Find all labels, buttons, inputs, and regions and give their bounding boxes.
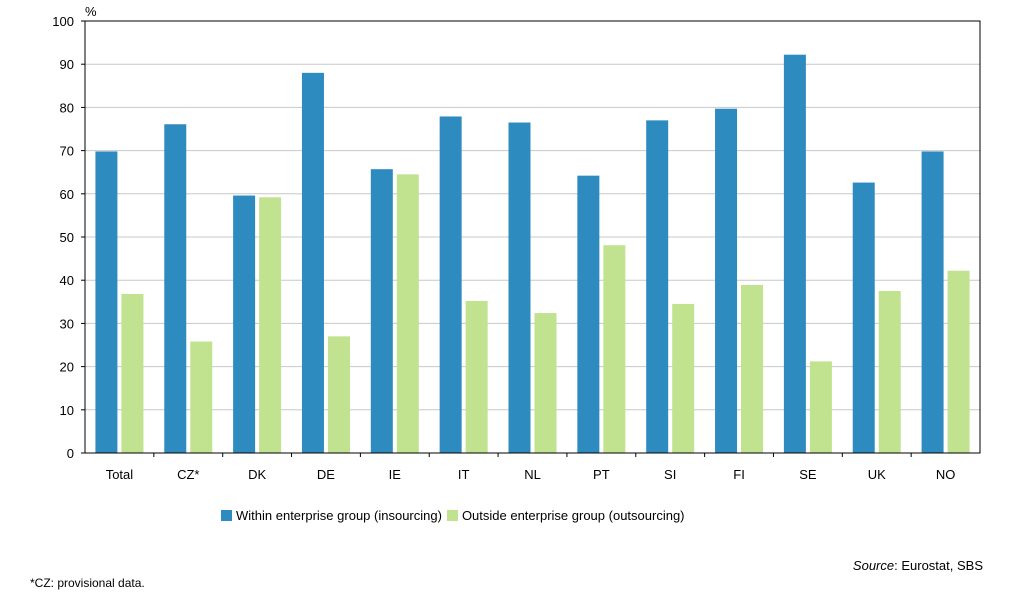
x-tick-label: PT [593,467,610,482]
x-tick-label: DE [317,467,335,482]
bar-outsourcing [878,291,901,453]
bar-insourcing [370,169,393,453]
bar-insourcing [921,151,944,454]
x-tick-label: NO [936,467,956,482]
source-label: Source [852,558,895,573]
y-tick-label: 90 [60,57,74,72]
bar-outsourcing [396,174,419,454]
legend-swatch-insourcing [221,510,232,521]
x-tick-label: SE [799,467,817,482]
y-tick-label: 80 [60,100,74,115]
bar-outsourcing [672,303,695,453]
bar-outsourcing [603,245,626,453]
x-tick-labels: Total CZ* DK DE IE IT NL PT SI FI SE UK NO [106,453,956,482]
x-tick-label: Total [106,467,134,482]
legend-label-outsourcing: Outside enterprise group (outsourcing) [461,508,685,523]
bar-insourcing [577,175,600,453]
legend-label-insourcing: Within enterprise group (insourcing) [236,508,442,523]
bar-insourcing [95,151,118,454]
y-tick-label: 100 [52,14,74,29]
bar-insourcing [783,54,806,454]
bar-outsourcing [465,300,488,453]
legend: Within enterprise group (insourcing) Out… [221,508,690,523]
bar-insourcing [715,108,738,454]
y-tick-label: 70 [60,144,74,159]
source-note: Source: Eurostat, SBS [853,558,983,573]
bar-insourcing [646,120,669,454]
bar-outsourcing [741,284,764,453]
x-tick-label: IT [458,467,470,482]
bar-outsourcing [327,336,350,453]
x-tick-label: FI [733,467,745,482]
x-tick-label: SI [664,467,676,482]
y-tick-label: 30 [60,316,74,331]
bar-insourcing [164,124,187,454]
y-tick-labels: 0 10 20 30 40 50 60 70 80 90 100 [52,14,85,461]
source-text: : Eurostat, SBS [894,558,983,573]
legend-item-insourcing: Within enterprise group (insourcing) [221,508,442,523]
y-tick-label: 10 [60,403,74,418]
gridlines [85,63,980,411]
x-tick-label: IE [389,467,402,482]
y-tick-label: 60 [60,187,74,202]
bar-insourcing [301,72,324,453]
bar-insourcing [439,116,462,454]
y-tick-label: 0 [67,446,74,461]
bar-insourcing [852,182,875,453]
x-tick-label: UK [868,467,886,482]
bar-insourcing [508,122,531,454]
bar-outsourcing [947,270,970,453]
bar-outsourcing [809,361,832,453]
bar-outsourcing [121,294,144,453]
y-tick-label: 20 [60,360,74,375]
x-tick-label: CZ* [177,467,199,482]
x-tick-label: NL [524,467,541,482]
bar-outsourcing [534,313,557,453]
x-tick-label: DK [248,467,266,482]
legend-item-outsourcing: Outside enterprise group (outsourcing) [446,508,685,523]
bar-insourcing [233,195,256,453]
footnote: *CZ: provisional data. [30,576,145,590]
bar-outsourcing [190,341,213,453]
y-tick-label: 50 [60,230,74,245]
bars [95,54,970,454]
bar-outsourcing [259,197,282,453]
y-axis-unit-label: % [85,4,97,19]
legend-swatch-outsourcing [446,510,458,521]
y-tick-label: 40 [60,273,74,288]
